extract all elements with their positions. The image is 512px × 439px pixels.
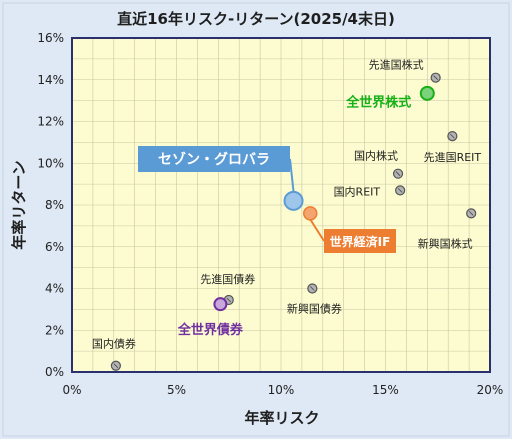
callout-box-orange — [324, 229, 396, 253]
plot-border — [71, 37, 491, 373]
callout-leader — [289, 158, 295, 192]
data-point-mark — [395, 171, 401, 176]
y-tick-label: 4% — [45, 282, 64, 296]
x-tick-label: 15% — [372, 383, 399, 397]
x-axis-title: 年率リスク — [244, 409, 319, 427]
data-point-mark — [433, 75, 438, 80]
x-tick-label: 20% — [477, 383, 504, 397]
callout-leader — [309, 218, 325, 242]
point-label: 世界経済IF — [330, 234, 391, 249]
point-label: 新興国株式 — [418, 236, 473, 250]
data-point-mark — [468, 211, 474, 216]
data-point-green — [419, 85, 435, 101]
y-tick-label: 8% — [45, 198, 64, 212]
y-tick-label: 6% — [45, 240, 64, 254]
data-point-mark — [113, 363, 119, 369]
y-tick-label: 12% — [37, 115, 64, 129]
point-label: 先進国REIT — [424, 151, 482, 164]
point-label: 国内債券 — [92, 337, 136, 351]
data-point-mark — [397, 188, 403, 193]
y-tick-label: 0% — [45, 365, 64, 379]
point-label: 先進国債券 — [200, 272, 255, 286]
chart-title: 直近16年リスク-リターン(2025/4末日) — [117, 10, 395, 28]
x-tick-label: 0% — [62, 383, 81, 397]
point-label: 全世界株式 — [345, 94, 411, 110]
callout-box-blue — [138, 146, 290, 172]
point-label: 国内REIT — [334, 184, 381, 198]
point-label: 新興国債券 — [287, 302, 342, 316]
point-label: 全世界債券 — [177, 322, 244, 338]
y-tick-label: 14% — [37, 73, 64, 87]
data-point-purple — [213, 297, 228, 312]
data-point-orange — [303, 206, 318, 221]
x-tick-label: 5% — [167, 383, 186, 397]
data-point-mark — [450, 133, 455, 139]
data-point-mark — [226, 297, 232, 303]
data-point-mark — [310, 286, 315, 291]
point-label: 国内株式 — [354, 149, 398, 163]
point-label: 先進国株式 — [369, 58, 424, 72]
x-tick-label: 10% — [268, 383, 295, 397]
y-tick-label: 16% — [37, 31, 64, 45]
y-axis-title: 年率リターン — [10, 160, 28, 249]
point-label: セゾン・グロバラ — [158, 151, 270, 168]
y-tick-label: 10% — [37, 156, 64, 170]
y-tick-label: 2% — [45, 323, 64, 337]
data-point-blue — [283, 190, 304, 211]
